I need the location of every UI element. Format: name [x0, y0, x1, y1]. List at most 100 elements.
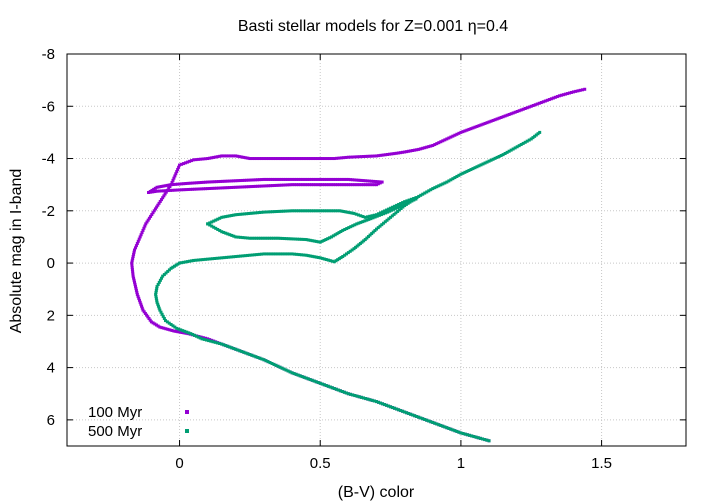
- data-point: [469, 127, 473, 131]
- data-point: [211, 340, 215, 344]
- data-point: [407, 198, 411, 202]
- y-tick-label: 4: [47, 360, 55, 377]
- data-point: [356, 213, 360, 217]
- data-point: [351, 224, 355, 228]
- data-point: [305, 183, 309, 187]
- data-point: [130, 259, 134, 263]
- data-point: [314, 239, 318, 243]
- data-point: [228, 345, 232, 349]
- data-point: [429, 144, 433, 148]
- data-point: [134, 286, 138, 290]
- data-point: [236, 213, 240, 217]
- y-tick-label: 2: [47, 307, 55, 324]
- data-point: [196, 258, 200, 262]
- data-point: [300, 237, 304, 241]
- data-point: [290, 209, 294, 213]
- data-point: [316, 157, 320, 161]
- data-point: [355, 244, 359, 248]
- data-point: [143, 224, 147, 228]
- data-point: [163, 319, 167, 323]
- data-point: [523, 140, 527, 144]
- data-point: [294, 372, 298, 376]
- data-point: [137, 298, 141, 302]
- data-point: [576, 89, 580, 93]
- data-point: [370, 183, 374, 187]
- data-point: [309, 157, 313, 161]
- data-point: [401, 201, 405, 205]
- x-tick-label: 1: [457, 455, 465, 472]
- data-point: [166, 327, 170, 331]
- data-point: [459, 172, 463, 176]
- data-point: [559, 93, 563, 97]
- data-point: [316, 209, 320, 213]
- data-point: [279, 209, 283, 213]
- data-point: [397, 208, 401, 212]
- data-point: [201, 180, 205, 184]
- data-point: [176, 330, 180, 334]
- data-point: [137, 237, 141, 241]
- data-point: [130, 268, 134, 272]
- data-point: [320, 209, 324, 213]
- data-point: [391, 406, 395, 410]
- data-point: [338, 389, 342, 393]
- data-point: [266, 184, 270, 188]
- data-point: [481, 437, 485, 441]
- data-point: [157, 189, 161, 193]
- data-point: [451, 177, 455, 181]
- data-point: [379, 211, 383, 215]
- data-point: [295, 252, 299, 256]
- data-point: [238, 155, 242, 159]
- data-point: [253, 178, 257, 182]
- chart-title: Basti stellar models for Z=0.001 η=0.4: [238, 18, 508, 35]
- data-point: [408, 200, 412, 204]
- data-point: [252, 236, 256, 240]
- data-point: [276, 252, 280, 256]
- data-point: [276, 157, 280, 161]
- data-point: [203, 257, 207, 261]
- data-point: [220, 154, 224, 158]
- data-point: [470, 434, 474, 438]
- data-point: [190, 181, 194, 185]
- data-point: [281, 157, 285, 161]
- data-point: [158, 325, 162, 329]
- data-point: [261, 236, 265, 240]
- data-point: [397, 408, 401, 412]
- data-point: [262, 177, 266, 181]
- data-point: [229, 154, 233, 158]
- data-point: [220, 256, 224, 260]
- data-point: [392, 207, 396, 211]
- data-point: [320, 177, 324, 181]
- data-point: [355, 155, 359, 159]
- data-point: [251, 211, 255, 215]
- data-point: [157, 185, 161, 189]
- data-point: [370, 154, 374, 158]
- data-point: [435, 142, 439, 146]
- data-point: [208, 221, 212, 225]
- data-point: [501, 115, 505, 119]
- data-point: [463, 129, 467, 133]
- data-point: [529, 104, 533, 108]
- data-point: [140, 306, 144, 310]
- data-point: [141, 308, 145, 312]
- data-point: [174, 329, 178, 333]
- data-point: [368, 214, 372, 218]
- data-point: [409, 197, 413, 201]
- data-point: [362, 239, 366, 243]
- legend-label: 100 Myr: [88, 404, 142, 421]
- data-point: [180, 182, 184, 186]
- data-point: [180, 261, 184, 265]
- data-point: [320, 239, 324, 243]
- data-point: [194, 158, 198, 162]
- data-point: [323, 183, 327, 187]
- data-point: [314, 255, 318, 259]
- data-point: [387, 217, 391, 221]
- data-point: [382, 212, 386, 216]
- data-point: [505, 113, 509, 117]
- data-point: [156, 282, 160, 286]
- data-point: [433, 186, 437, 190]
- data-point: [298, 374, 302, 378]
- data-point: [536, 132, 540, 136]
- data-point: [314, 177, 318, 181]
- data-point: [389, 215, 393, 219]
- data-point: [326, 258, 330, 262]
